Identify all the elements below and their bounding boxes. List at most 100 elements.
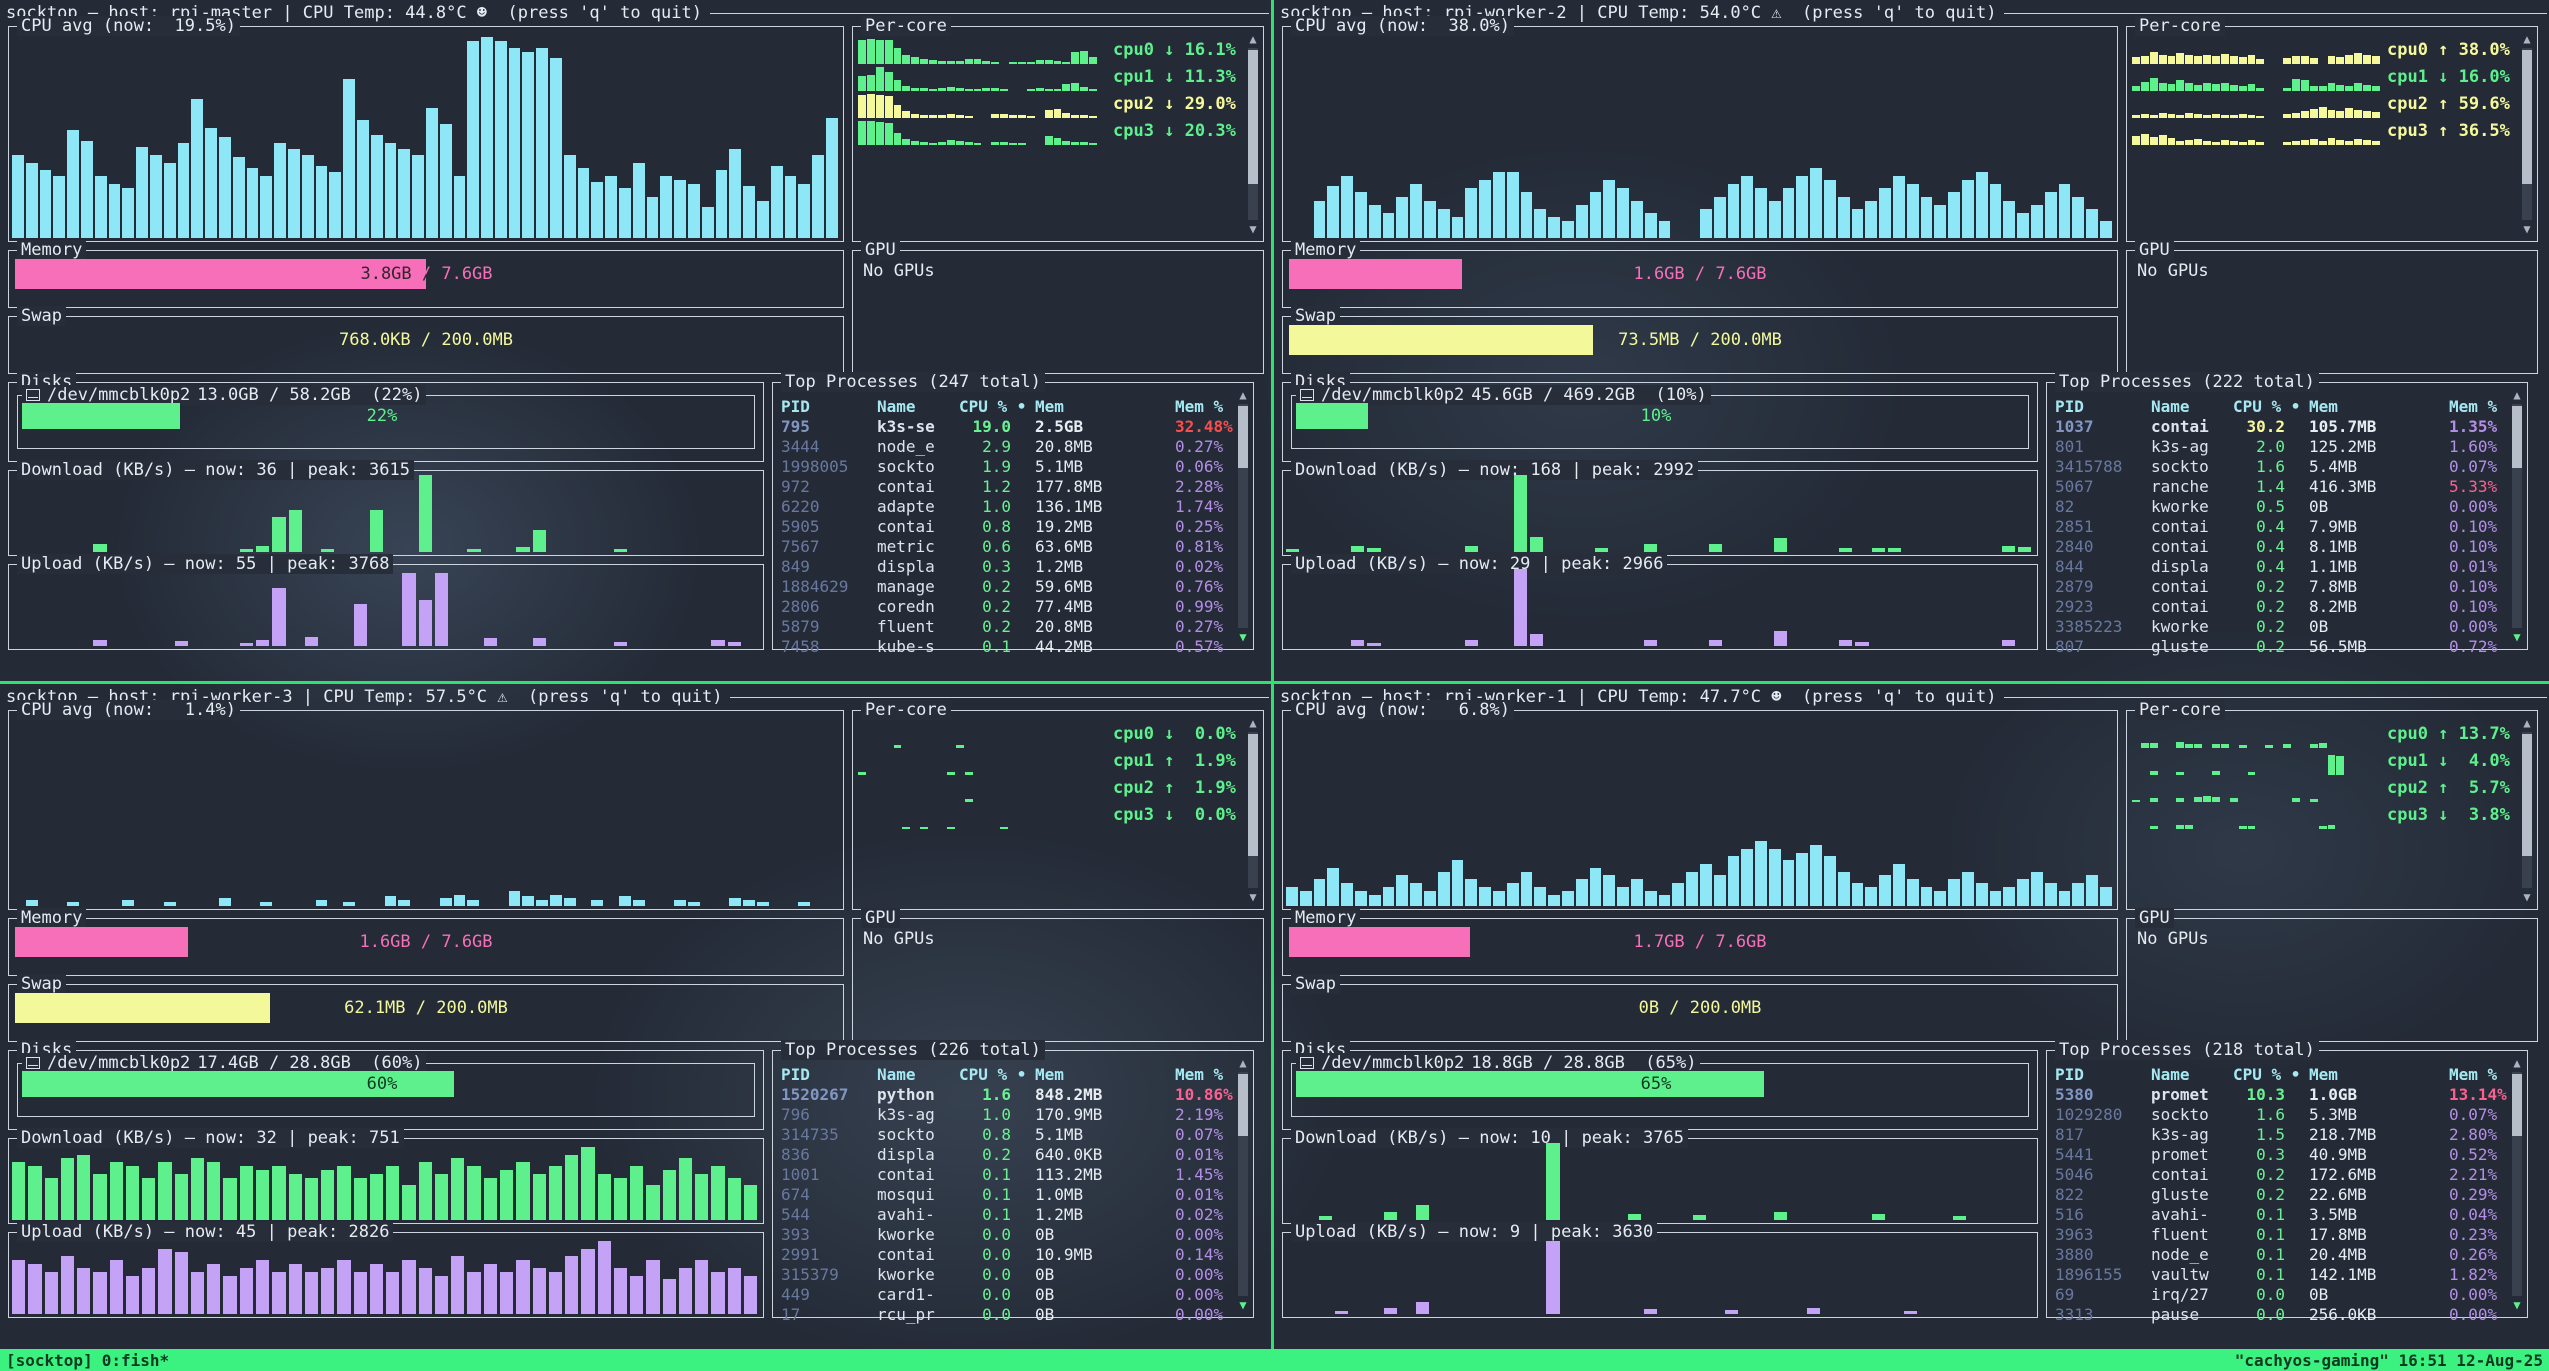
process-row[interactable]: 2923 contai 0.2 8.2MB 0.10%	[2055, 597, 2507, 617]
column-header[interactable]: Name	[877, 1065, 916, 1084]
process-row[interactable]: 5905 contai 0.8 19.2MB 0.25%	[781, 517, 1233, 537]
process-row[interactable]: 1037 contai 30.2 105.7MB 1.35%	[2055, 417, 2507, 437]
scrollbar-track[interactable]	[2512, 404, 2522, 628]
column-header[interactable]: Mem	[2309, 1065, 2338, 1084]
scrollbar-thumb[interactable]	[1238, 406, 1248, 468]
scroll-down-icon[interactable]: ▼	[2513, 1298, 2521, 1312]
process-row[interactable]: 69 irq/27 0.0 0B 0.00%	[2055, 1285, 2507, 1305]
process-row[interactable]: 5380 promet 10.3 1.0GB 13.14%	[2055, 1085, 2507, 1105]
process-row[interactable]: 1884629 manage 0.2 59.6MB 0.76%	[781, 577, 1233, 597]
process-row[interactable]: 3444 node_e 2.9 20.8MB 0.27%	[781, 437, 1233, 457]
process-row[interactable]: 7458 kube-s 0.1 44.2MB 0.57%	[781, 637, 1233, 657]
scroll-down-icon[interactable]: ▼	[1249, 222, 1257, 236]
column-header[interactable]: Mem %	[2449, 1065, 2498, 1084]
scrollbar-track[interactable]	[1248, 732, 1258, 888]
scrollbar-thumb[interactable]	[2522, 734, 2532, 856]
scrollbar-thumb[interactable]	[2512, 406, 2522, 468]
process-row[interactable]: 82 kworke 0.5 0B 0.00%	[2055, 497, 2507, 517]
column-header[interactable]: CPU % •	[2233, 1065, 2301, 1084]
process-row[interactable]: 5067 ranche 1.4 416.3MB 5.33%	[2055, 477, 2507, 497]
scroll-up-icon[interactable]: ▲	[2513, 388, 2521, 402]
scroll-down-icon[interactable]: ▼	[2523, 222, 2531, 236]
process-row[interactable]: 3313 pause 0.0 256.0KB 0.00%	[2055, 1305, 2507, 1325]
process-row[interactable]: 6220 adapte 1.0 136.1MB 1.74%	[781, 497, 1233, 517]
pane-divider-horizontal[interactable]	[0, 681, 2549, 684]
process-row[interactable]: 3415788 sockto 1.6 5.4MB 0.07%	[2055, 457, 2507, 477]
process-row[interactable]: 393 kworke 0.0 0B 0.00%	[781, 1225, 1233, 1245]
scrollbar-thumb[interactable]	[1238, 1074, 1248, 1136]
process-row[interactable]: 836 displa 0.2 640.0KB 0.01%	[781, 1145, 1233, 1165]
process-row[interactable]: 1001 contai 0.1 113.2MB 1.45%	[781, 1165, 1233, 1185]
column-header[interactable]: Mem %	[1175, 1065, 1224, 1084]
process-row[interactable]: 17 rcu_pr 0.0 0B 0.00%	[781, 1305, 1233, 1325]
scrollbar-track[interactable]	[1238, 1072, 1248, 1296]
column-header[interactable]: PID	[2055, 397, 2084, 416]
process-scrollbar[interactable]: ▲ ▼	[1236, 1056, 1250, 1312]
process-row[interactable]: 3880 node_e 0.1 20.4MB 0.26%	[2055, 1245, 2507, 1265]
per-core-scrollbar[interactable]: ▲ ▼	[2520, 32, 2534, 236]
scroll-up-icon[interactable]: ▲	[2513, 1056, 2521, 1070]
column-header[interactable]: Mem %	[2449, 397, 2498, 416]
scrollbar-thumb[interactable]	[1248, 50, 1258, 185]
column-header[interactable]: CPU % •	[959, 1065, 1027, 1084]
scroll-up-icon[interactable]: ▲	[1249, 716, 1257, 730]
process-row[interactable]: 972 contai 1.2 177.8MB 2.28%	[781, 477, 1233, 497]
process-row[interactable]: 1520267 python 1.6 848.2MB 10.86%	[781, 1085, 1233, 1105]
process-row[interactable]: 849 displa 0.3 1.2MB 0.02%	[781, 557, 1233, 577]
per-core-scrollbar[interactable]: ▲ ▼	[1246, 32, 1260, 236]
window-tab[interactable]: 0:fish*	[101, 1350, 170, 1370]
scrollbar-thumb[interactable]	[2522, 50, 2532, 185]
process-row[interactable]: 822 gluste 0.2 22.6MB 0.29%	[2055, 1185, 2507, 1205]
process-row[interactable]: 2879 contai 0.2 7.8MB 0.10%	[2055, 577, 2507, 597]
per-core-scrollbar[interactable]: ▲ ▼	[2520, 716, 2534, 904]
scrollbar-track[interactable]	[1238, 404, 1248, 628]
scroll-up-icon[interactable]: ▲	[1249, 32, 1257, 46]
scrollbar-thumb[interactable]	[1248, 734, 1258, 856]
process-row[interactable]: 2991 contai 0.0 10.9MB 0.14%	[781, 1245, 1233, 1265]
scroll-down-icon[interactable]: ▼	[1249, 890, 1257, 904]
column-header[interactable]: Name	[2151, 397, 2190, 416]
scrollbar-track[interactable]	[2522, 48, 2532, 220]
column-header[interactable]: Mem %	[1175, 397, 1224, 416]
process-row[interactable]: 516 avahi- 0.1 3.5MB 0.04%	[2055, 1205, 2507, 1225]
process-row[interactable]: 796 k3s-ag 1.0 170.9MB 2.19%	[781, 1105, 1233, 1125]
column-header[interactable]: Mem	[1035, 1065, 1064, 1084]
column-header[interactable]: CPU % •	[2233, 397, 2301, 416]
per-core-scrollbar[interactable]: ▲ ▼	[1246, 716, 1260, 904]
column-header[interactable]: PID	[2055, 1065, 2084, 1084]
process-row[interactable]: 817 k3s-ag 1.5 218.7MB 2.80%	[2055, 1125, 2507, 1145]
process-row[interactable]: 795 k3s-se 19.0 2.5GB 32.48%	[781, 417, 1233, 437]
process-row[interactable]: 5046 contai 0.2 172.6MB 2.21%	[2055, 1165, 2507, 1185]
process-row[interactable]: 2851 contai 0.4 7.9MB 0.10%	[2055, 517, 2507, 537]
column-header[interactable]: Name	[2151, 1065, 2190, 1084]
column-header[interactable]: CPU % •	[959, 397, 1027, 416]
column-header[interactable]: PID	[781, 1065, 810, 1084]
scroll-up-icon[interactable]: ▲	[1239, 1056, 1247, 1070]
scroll-up-icon[interactable]: ▲	[1239, 388, 1247, 402]
scroll-up-icon[interactable]: ▲	[2523, 32, 2531, 46]
process-row[interactable]: 315379 kworke 0.0 0B 0.00%	[781, 1265, 1233, 1285]
scroll-down-icon[interactable]: ▼	[1239, 630, 1247, 644]
process-scrollbar[interactable]: ▲ ▼	[1236, 388, 1250, 644]
scroll-down-icon[interactable]: ▼	[1239, 1298, 1247, 1312]
process-row[interactable]: 7567 metric 0.6 63.6MB 0.81%	[781, 537, 1233, 557]
process-row[interactable]: 3963 fluent 0.1 17.8MB 0.23%	[2055, 1225, 2507, 1245]
scroll-down-icon[interactable]: ▼	[2513, 630, 2521, 644]
process-row[interactable]: 449 card1- 0.0 0B 0.00%	[781, 1285, 1233, 1305]
scrollbar-track[interactable]	[2522, 732, 2532, 888]
column-header[interactable]: PID	[781, 397, 810, 416]
column-header[interactable]: Mem	[2309, 397, 2338, 416]
scrollbar-track[interactable]	[1248, 48, 1258, 220]
process-row[interactable]: 1029280 sockto 1.6 5.3MB 0.07%	[2055, 1105, 2507, 1125]
process-row[interactable]: 674 mosqui 0.1 1.0MB 0.01%	[781, 1185, 1233, 1205]
process-scrollbar[interactable]: ▲ ▼	[2510, 388, 2524, 644]
column-header[interactable]: Name	[877, 397, 916, 416]
process-row[interactable]: 1896155 vaultw 0.1 142.1MB 1.82%	[2055, 1265, 2507, 1285]
process-row[interactable]: 3385223 kworke 0.2 0B 0.00%	[2055, 617, 2507, 637]
process-row[interactable]: 2840 contai 0.4 8.1MB 0.10%	[2055, 537, 2507, 557]
scrollbar-track[interactable]	[2512, 1072, 2522, 1296]
process-row[interactable]: 801 k3s-ag 2.0 125.2MB 1.60%	[2055, 437, 2507, 457]
process-row[interactable]: 807 gluste 0.2 56.5MB 0.72%	[2055, 637, 2507, 657]
scrollbar-thumb[interactable]	[2512, 1074, 2522, 1136]
scroll-up-icon[interactable]: ▲	[2523, 716, 2531, 730]
